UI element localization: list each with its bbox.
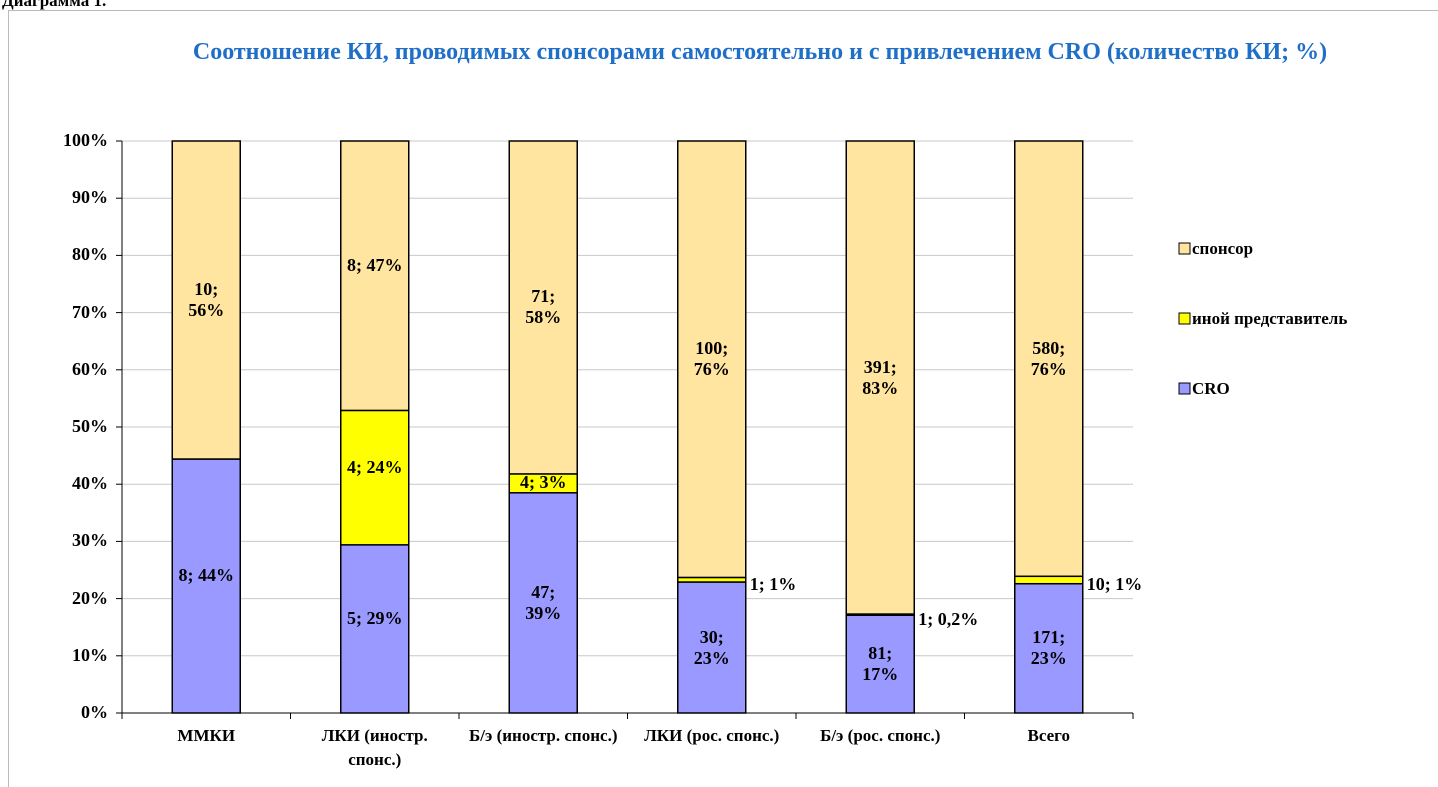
data-label: 71; 58% bbox=[525, 286, 562, 328]
data-label: 391; 83% bbox=[862, 356, 899, 398]
bar-segment bbox=[1014, 575, 1084, 585]
x-tick-label: Б/э (рос. спонс.) bbox=[820, 726, 941, 745]
data-label: 1; 0,2% bbox=[918, 608, 979, 629]
data-label: 30; 23% bbox=[693, 626, 730, 668]
bar-segment bbox=[340, 544, 410, 714]
x-tick-label: Всего bbox=[1027, 726, 1070, 745]
y-tick-label: 10% bbox=[72, 644, 108, 665]
bar-segment bbox=[340, 140, 410, 412]
bar-segment bbox=[171, 140, 241, 460]
data-label: 100; 76% bbox=[693, 338, 730, 380]
data-label: 81; 17% bbox=[862, 643, 899, 685]
bar-segment bbox=[340, 409, 410, 546]
legend-label: спонсор bbox=[1192, 239, 1254, 258]
bar-segment bbox=[845, 614, 915, 714]
y-tick-label: 70% bbox=[72, 301, 108, 322]
data-label: 8; 44% bbox=[178, 565, 235, 586]
y-tick-label: 60% bbox=[72, 358, 108, 379]
x-tick-label: ММКИ bbox=[177, 726, 236, 745]
y-tick-label: 50% bbox=[72, 416, 108, 436]
bar-segment bbox=[1014, 140, 1084, 578]
y-tick-label: 80% bbox=[72, 244, 108, 265]
data-label: 1; 1% bbox=[749, 573, 797, 594]
y-tick-label: 20% bbox=[72, 587, 108, 608]
data-label: 171; 23% bbox=[1030, 627, 1067, 669]
data-label: 8; 47% bbox=[347, 254, 403, 275]
legend-swatch bbox=[1178, 242, 1191, 255]
data-label: 47; 39% bbox=[525, 581, 562, 623]
data-label: 5; 29% bbox=[347, 607, 403, 628]
x-tick-label: ЛКИ (иностр. спонс.) bbox=[321, 726, 428, 769]
y-tick-label: 100% bbox=[63, 130, 108, 150]
y-tick-label: 90% bbox=[72, 187, 108, 208]
bar-segment bbox=[677, 581, 747, 714]
bar-segment bbox=[171, 458, 241, 714]
y-tick-label: 0% bbox=[81, 702, 108, 722]
y-tick-label: 40% bbox=[72, 473, 108, 494]
legend-swatch bbox=[1178, 312, 1191, 325]
x-tick-label: Б/э (иностр. спонс.) bbox=[469, 726, 618, 745]
data-label: 10; 56% bbox=[188, 279, 225, 321]
data-label: 4; 3% bbox=[520, 472, 567, 493]
bar-segment bbox=[677, 140, 747, 579]
bar-segment bbox=[1014, 582, 1084, 714]
chart-title: Соотношение КИ, проводимых спонсорами са… bbox=[192, 39, 1328, 65]
x-tick-label: ЛКИ (рос. спонс.) bbox=[644, 726, 780, 745]
data-label: 10; 1% bbox=[1086, 574, 1143, 594]
y-tick-label: 30% bbox=[72, 530, 108, 551]
bar-segment bbox=[508, 140, 578, 475]
legend-swatch bbox=[1178, 382, 1191, 395]
caption: Диаграмма 1. bbox=[2, 0, 107, 10]
legend-label: CRO bbox=[1192, 379, 1230, 398]
data-label: 580; 76% bbox=[1030, 337, 1067, 379]
data-label: 4; 24% bbox=[347, 456, 403, 477]
bar-segment bbox=[845, 140, 915, 615]
legend-label: иной представитель bbox=[1192, 309, 1348, 328]
bar-segment bbox=[508, 492, 578, 714]
